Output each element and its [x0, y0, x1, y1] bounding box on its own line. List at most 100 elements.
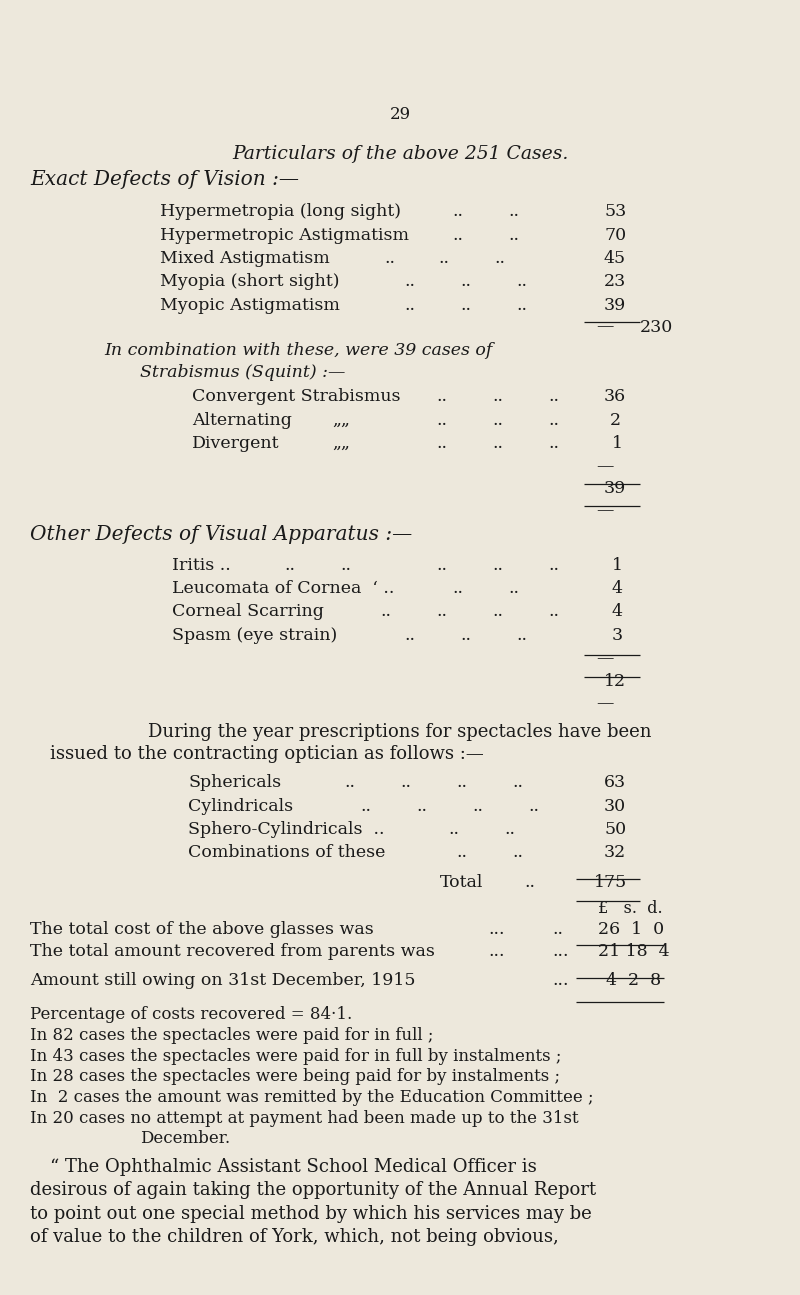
Text: 4  2  8: 4 2 8: [606, 973, 661, 989]
Text: ..: ..: [552, 921, 563, 938]
Text: Iritis ..: Iritis ..: [172, 557, 230, 574]
Text: Total: Total: [440, 874, 483, 891]
Text: 50: 50: [604, 821, 626, 838]
Text: ..: ..: [452, 580, 463, 597]
Text: ..: ..: [512, 774, 523, 791]
Text: ..: ..: [517, 627, 528, 644]
Text: 39: 39: [604, 297, 626, 313]
Text: ..: ..: [438, 250, 450, 267]
Text: 53: 53: [604, 203, 626, 220]
Text: Exact Defects of Vision :—: Exact Defects of Vision :—: [30, 170, 299, 189]
Text: ..: ..: [400, 774, 411, 791]
Text: ..: ..: [517, 273, 528, 290]
Text: 63: 63: [604, 774, 626, 791]
Text: ..: ..: [360, 798, 371, 815]
Text: 1: 1: [612, 557, 623, 574]
Text: ..: ..: [472, 798, 483, 815]
Text: Mixed Astigmatism: Mixed Astigmatism: [160, 250, 330, 267]
Text: „„: „„: [332, 435, 350, 452]
Text: ..: ..: [456, 774, 467, 791]
Text: ..: ..: [340, 557, 351, 574]
Text: Cylindricals: Cylindricals: [188, 798, 293, 815]
Text: In 43 cases the spectacles were paid for in full by instalments ;: In 43 cases the spectacles were paid for…: [30, 1048, 562, 1064]
Text: Other Defects of Visual Apparatus :—: Other Defects of Visual Apparatus :—: [30, 524, 413, 544]
Text: 70: 70: [604, 227, 626, 243]
Text: 2: 2: [610, 412, 621, 429]
Text: 3: 3: [612, 627, 623, 644]
Text: ...: ...: [488, 943, 505, 960]
Text: Convergent Strabismus: Convergent Strabismus: [192, 388, 401, 405]
Text: ..: ..: [284, 557, 295, 574]
Text: Divergent: Divergent: [192, 435, 279, 452]
Text: desirous of again taking the opportunity of the Annual Report: desirous of again taking the opportunity…: [30, 1181, 597, 1199]
Text: Leucomata of Cornea  ‘ ..: Leucomata of Cornea ‘ ..: [172, 580, 394, 597]
Text: ..: ..: [448, 821, 459, 838]
Text: 230: 230: [640, 319, 674, 335]
Text: ..: ..: [461, 273, 472, 290]
Text: ..: ..: [405, 627, 416, 644]
Text: Sphero-Cylindricals  ..: Sphero-Cylindricals ..: [188, 821, 385, 838]
Text: 36: 36: [604, 388, 626, 405]
Text: 1: 1: [612, 435, 623, 452]
Text: ...: ...: [552, 943, 569, 960]
Text: 21 18  4: 21 18 4: [598, 943, 670, 960]
Text: 45: 45: [604, 250, 626, 267]
Text: ..: ..: [549, 603, 560, 620]
Text: issued to the contracting optician as follows :—: issued to the contracting optician as fo…: [50, 745, 483, 763]
Text: In 82 cases the spectacles were paid for in full ;: In 82 cases the spectacles were paid for…: [30, 1027, 434, 1044]
Text: 23: 23: [604, 273, 626, 290]
Text: ..: ..: [456, 844, 467, 861]
Text: The total cost of the above glasses was: The total cost of the above glasses was: [30, 921, 374, 938]
Text: Sphericals: Sphericals: [188, 774, 281, 791]
Text: December.: December.: [140, 1131, 230, 1147]
Text: 12: 12: [604, 673, 626, 690]
Text: ..: ..: [461, 627, 472, 644]
Text: 4: 4: [612, 580, 623, 597]
Text: ..: ..: [452, 203, 463, 220]
Text: ..: ..: [508, 580, 519, 597]
Text: 175: 175: [594, 874, 628, 891]
Text: „„: „„: [332, 412, 350, 429]
Text: —: —: [596, 502, 614, 519]
Text: ..: ..: [405, 297, 416, 313]
Text: Percentage of costs recovered = 84·1.: Percentage of costs recovered = 84·1.: [30, 1006, 353, 1023]
Text: ..: ..: [504, 821, 515, 838]
Text: ..: ..: [548, 557, 559, 574]
Text: ..: ..: [492, 412, 503, 429]
Text: ..: ..: [508, 227, 519, 243]
Text: Amount still owing on 31st December, 1915: Amount still owing on 31st December, 191…: [30, 973, 416, 989]
Text: —: —: [596, 695, 614, 712]
Text: In 20 cases no attempt at payment had been made up to the 31st: In 20 cases no attempt at payment had be…: [30, 1110, 579, 1127]
Text: ...: ...: [488, 921, 505, 938]
Text: In combination with these, were 39 cases of: In combination with these, were 39 cases…: [104, 342, 492, 359]
Text: ..: ..: [384, 250, 395, 267]
Text: ..: ..: [461, 297, 472, 313]
Text: ..: ..: [492, 388, 503, 405]
Text: 39: 39: [604, 480, 626, 497]
Text: ..: ..: [548, 412, 559, 429]
Text: ..: ..: [436, 412, 447, 429]
Text: ..: ..: [508, 203, 519, 220]
Text: ..: ..: [452, 227, 463, 243]
Text: ..: ..: [436, 435, 447, 452]
Text: ..: ..: [344, 774, 355, 791]
Text: 32: 32: [604, 844, 626, 861]
Text: ..: ..: [437, 603, 448, 620]
Text: —: —: [596, 319, 614, 335]
Text: In 28 cases the spectacles were being paid for by instalments ;: In 28 cases the spectacles were being pa…: [30, 1068, 560, 1085]
Text: ..: ..: [517, 297, 528, 313]
Text: The total amount recovered from parents was: The total amount recovered from parents …: [30, 943, 435, 960]
Text: —: —: [596, 458, 614, 475]
Text: Alternating: Alternating: [192, 412, 292, 429]
Text: Myopic Astigmatism: Myopic Astigmatism: [160, 297, 340, 313]
Text: 30: 30: [604, 798, 626, 815]
Text: ..: ..: [436, 388, 447, 405]
Text: “ The Ophthalmic Assistant School Medical Officer is: “ The Ophthalmic Assistant School Medica…: [50, 1158, 536, 1176]
Text: In  2 cases the amount was remitted by the Education Committee ;: In 2 cases the amount was remitted by th…: [30, 1089, 594, 1106]
Text: Particulars of the above 251 Cases.: Particulars of the above 251 Cases.: [232, 145, 568, 163]
Text: Spasm (eye strain): Spasm (eye strain): [172, 627, 338, 644]
Text: Corneal Scarring: Corneal Scarring: [172, 603, 324, 620]
Text: 29: 29: [390, 106, 410, 123]
Text: of value to the children of York, which, not being obvious,: of value to the children of York, which,…: [30, 1228, 559, 1246]
Text: Hypermetropia (long sight): Hypermetropia (long sight): [160, 203, 401, 220]
